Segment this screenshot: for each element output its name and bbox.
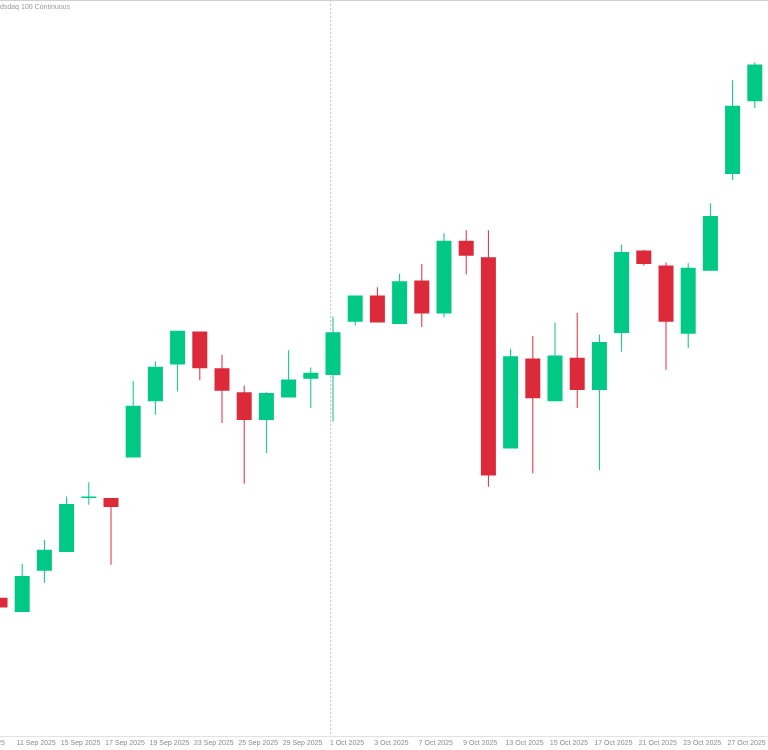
candles-group [0,62,763,612]
candle-body-28 [614,252,630,333]
x-tick-label-5: 25 Sep 2025 [238,740,278,747]
candle-body-18 [392,281,408,324]
x-tick-label-16: 27 Oct 2025 [728,740,766,747]
candle-body-30 [658,265,674,322]
candle-body-1 [14,576,30,612]
x-tick-label-2: 17 Sep 2025 [105,740,145,747]
x-tick-label-8: 3 Oct 2025 [374,740,408,747]
candle-body-16 [347,295,363,322]
candle-body-29 [636,250,652,264]
candle-body-14 [303,372,319,379]
candle-body-21 [458,240,474,256]
x-tick-label-6: 29 Sep 2025 [283,740,323,747]
candle-body-27 [591,342,607,390]
candle-body-19 [414,280,430,314]
x-tick-label-10: 9 Oct 2025 [463,740,497,747]
candle-body-33 [725,105,741,174]
candle-body-26 [569,357,585,390]
candle-body-32 [702,216,718,271]
candle-body-4 [81,496,97,498]
x-tick-label-partial: 25 [0,740,5,747]
candle-body-17 [369,295,385,323]
candle-body-25 [547,355,563,402]
candle-body-3 [59,504,75,552]
candle-body-24 [525,358,541,399]
candle-body-2 [36,549,52,571]
x-tick-label-9: 7 Oct 2025 [419,740,453,747]
x-tick-label-0: 11 Sep 2025 [17,740,56,747]
x-tick-label-4: 23 Sep 2025 [194,740,234,747]
candle-body-8 [170,330,186,365]
candle-body-5 [103,498,119,507]
x-axis-ticks: 25 11 Sep 2025 15 Sep 2025 17 Sep 2025 19 S… [0,740,766,747]
x-tick-label-12: 15 Oct 2025 [550,740,588,747]
candle-body-31 [680,267,696,334]
x-tick-label-11: 13 Oct 2025 [506,740,544,747]
x-tick-label-14: 21 Oct 2025 [639,740,677,747]
x-tick-label-15: 23 Oct 2025 [683,740,721,747]
chart-title: dsdaq 100 Continuous [0,4,71,11]
x-tick-label-7: 1 Oct 2025 [330,740,364,747]
x-tick-label-1: 15 Sep 2025 [61,740,101,747]
candle-body-13 [281,379,297,398]
candle-body-11 [236,392,252,420]
candle-body-20 [436,240,452,314]
candle-body-34 [747,64,763,102]
candle-body-15 [325,332,341,375]
candle-body-23 [503,356,519,449]
candle-body-22 [480,257,496,476]
candle-body-0 [0,597,8,608]
x-tick-label-3: 19 Sep 2025 [150,740,190,747]
candle-body-6 [125,405,141,458]
candle-body-12 [258,393,274,420]
x-tick-label-13: 17 Oct 2025 [594,740,632,747]
candle-body-10 [214,368,230,391]
candle-body-7 [147,366,163,402]
candle-body-9 [192,331,208,369]
